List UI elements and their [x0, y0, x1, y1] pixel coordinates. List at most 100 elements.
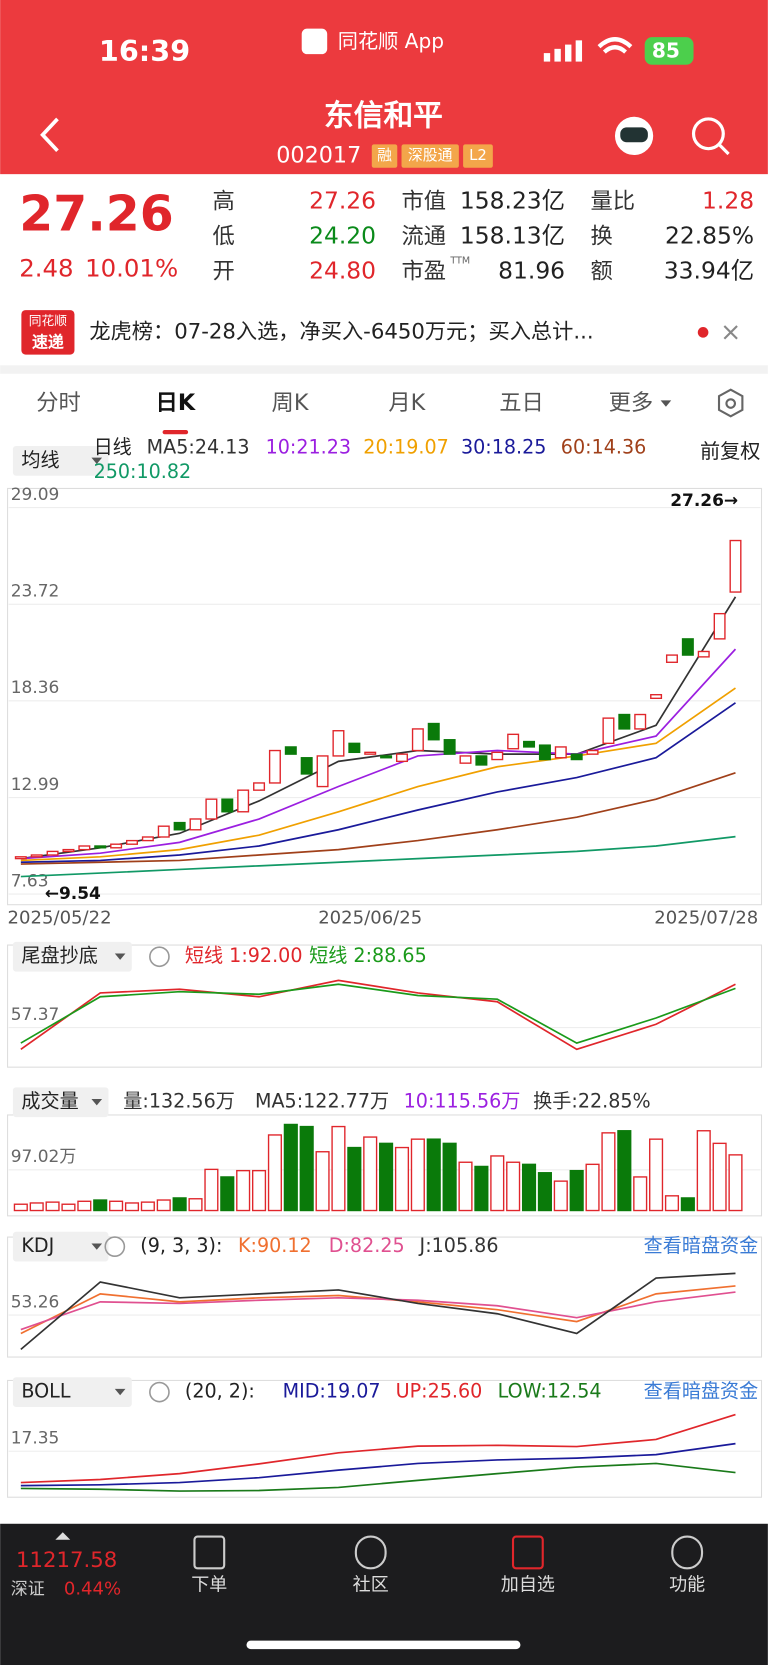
selector-caret: [91, 1243, 103, 1250]
volume-bar: [379, 1142, 394, 1212]
indicator-line: [20, 1272, 736, 1351]
volume-bar: [331, 1125, 346, 1212]
back-button[interactable]: [40, 117, 59, 153]
field-value: 22.85%: [665, 221, 754, 249]
nav-label[interactable]: 加自选: [501, 1574, 555, 1595]
selector: 均线: [21, 448, 59, 471]
settings[interactable]: [717, 388, 744, 418]
field-label: 流通: [402, 223, 447, 249]
index-pct: 0.44%: [64, 1579, 121, 1600]
volume-bar: [601, 1132, 616, 1212]
candle: [443, 739, 456, 755]
nav-label[interactable]: 功能: [669, 1574, 705, 1595]
nav-label[interactable]: 社区: [353, 1574, 389, 1595]
tab[interactable]: 日K: [156, 390, 196, 416]
battery: [644, 37, 694, 65]
panel-label: 10:115.56万: [404, 1090, 521, 1113]
selector-box[interactable]: [12, 1377, 132, 1407]
candle: [348, 742, 361, 754]
price: 27.26: [19, 186, 173, 243]
volume-bar: [109, 1200, 124, 1212]
link[interactable]: 查看暗盘资金: [644, 1234, 759, 1257]
y-tick-label: 97.02万: [11, 1147, 77, 1167]
volume-bar: [664, 1195, 680, 1212]
candle: [205, 798, 218, 820]
tab[interactable]: 五日: [499, 390, 544, 416]
candle: [427, 722, 440, 741]
panel-frame: [7, 1114, 763, 1217]
index-name: 深证: [11, 1580, 45, 1600]
volume-bar: [140, 1201, 155, 1212]
x-tick-label: 2025/05/22: [8, 908, 112, 929]
legend-title: 日线: [94, 436, 132, 459]
tag: 融: [377, 146, 392, 164]
news-text: 龙虎榜：07-28入选，净买入-6450万元；买入总计...: [89, 319, 593, 344]
candle: [475, 755, 488, 766]
nav-label[interactable]: 下单: [191, 1574, 227, 1595]
index-arrow: [55, 1532, 71, 1540]
volume-bar: [680, 1197, 695, 1212]
tag-box: [463, 144, 493, 168]
legend-item: 10:21.23: [266, 436, 351, 459]
news-bar[interactable]: [0, 299, 768, 366]
selector: BOLL: [21, 1380, 70, 1403]
badge-bottom: 速递: [32, 332, 64, 351]
volume-bar: [204, 1168, 219, 1212]
adjust[interactable]: 前复权: [700, 439, 760, 463]
selector-caret: [91, 1099, 103, 1106]
tab[interactable]: 月K: [388, 390, 426, 416]
field-value: 81.96: [498, 256, 565, 284]
nav-items: 下单 社区 加自选 功能: [191, 1535, 705, 1595]
field-value: 24.20: [309, 221, 376, 249]
volume-bar: [521, 1163, 537, 1212]
candle: [316, 755, 329, 788]
legend-item: MA5:24.13: [147, 436, 250, 459]
candle: [459, 755, 472, 764]
volume-bar: [585, 1163, 600, 1212]
app-name: 同花顺 App: [338, 29, 444, 53]
battery-level: 85: [652, 39, 680, 63]
params: (9, 3, 3):: [140, 1234, 222, 1257]
selector-box[interactable]: [12, 445, 109, 476]
selector-box[interactable]: [12, 941, 132, 972]
volume-bar: [220, 1176, 235, 1212]
candle: [618, 713, 631, 730]
candle: [62, 848, 75, 853]
volume-bar: [394, 1146, 410, 1212]
selector: 尾盘抄底: [21, 944, 97, 967]
indicator-line: [20, 772, 736, 865]
close-news[interactable]: [723, 325, 738, 340]
field-label: 高: [213, 188, 235, 214]
selector-box[interactable]: [12, 1087, 109, 1118]
volume-bar: [93, 1199, 108, 1212]
link[interactable]: 查看暗盘资金: [644, 1380, 759, 1403]
volume-bar: [728, 1154, 743, 1212]
volume-bar: [569, 1169, 584, 1212]
volume-bar: [13, 1203, 28, 1212]
y-tick-label: 29.09: [11, 485, 60, 505]
change: 2.48: [19, 254, 73, 283]
change-pct: 10.01%: [85, 254, 178, 283]
selector-box[interactable]: [12, 1231, 109, 1262]
candle: [395, 753, 408, 763]
candle: [189, 818, 202, 831]
volume-bar: [347, 1146, 362, 1212]
tab[interactable]: 分时: [36, 390, 81, 416]
panel-label: LOW:12.54: [498, 1380, 602, 1403]
field-value: 158.13亿: [460, 221, 565, 249]
search-icon[interactable]: [691, 117, 725, 151]
home-indicator: [246, 1640, 521, 1650]
unread-dot: [697, 327, 709, 338]
field-label: 市盈: [402, 258, 447, 284]
field-value: 1.28: [702, 186, 754, 214]
legend-item: 250:10.82: [94, 460, 192, 483]
tab[interactable]: 更多: [609, 390, 654, 416]
candle: [713, 612, 726, 640]
field-value: 27.26: [309, 186, 376, 214]
panel-frame: [7, 1379, 763, 1498]
tab[interactable]: 周K: [272, 390, 310, 416]
candle: [300, 757, 313, 775]
help-icon: [149, 946, 170, 968]
candle: [602, 717, 615, 745]
volume-bar: [442, 1142, 457, 1212]
